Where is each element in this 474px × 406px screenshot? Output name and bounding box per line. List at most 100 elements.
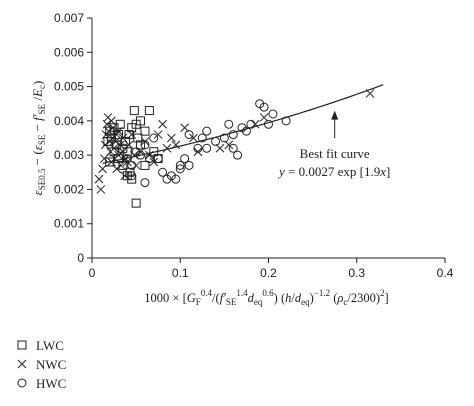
ticks: 0 0.001 0.002 0.003 0.004 0.005 0.006 0.007 0 0.1… bbox=[54, 11, 454, 280]
y-tick-label: 0.006 bbox=[54, 45, 84, 59]
hwc-point bbox=[140, 178, 150, 188]
fit-layer: Best fit curve y = 0.0027 exp [1.9x] bbox=[102, 84, 390, 179]
hwc-point bbox=[175, 160, 185, 170]
y-tick-label: 0.003 bbox=[54, 148, 84, 162]
y-tick-label: 0.004 bbox=[54, 114, 84, 128]
lwc-point bbox=[131, 198, 141, 208]
nwc-point bbox=[94, 174, 104, 184]
x-tick-label: 0.3 bbox=[348, 266, 365, 280]
annotation-arrow-head bbox=[331, 110, 339, 120]
hwc-point bbox=[224, 119, 234, 129]
nwc-point bbox=[224, 140, 234, 150]
legend-nwc-marker bbox=[17, 359, 27, 369]
nwc-point bbox=[114, 126, 123, 136]
hwc-point bbox=[268, 109, 278, 119]
x-tick-label: 0 bbox=[89, 266, 96, 280]
hwc-point bbox=[259, 102, 269, 112]
hwc-point bbox=[149, 133, 159, 143]
hwc-point bbox=[171, 174, 181, 184]
hwc-point bbox=[197, 133, 207, 143]
hwc-point bbox=[153, 154, 163, 164]
legend-lwc-marker bbox=[17, 340, 27, 350]
nwc-point bbox=[104, 126, 114, 136]
nwc-point bbox=[96, 185, 106, 194]
nwc-point bbox=[167, 133, 176, 143]
x-tick-label: 0.2 bbox=[260, 266, 277, 280]
data-points bbox=[94, 89, 375, 208]
nwc-point bbox=[114, 150, 123, 160]
nwc-point bbox=[162, 143, 172, 153]
legend-nwc-label: NWC bbox=[36, 357, 66, 372]
x-axis-title: 1000 × [GF0.4/(f′SE1.4deq0.6) (h/deq)−1.… bbox=[144, 288, 388, 307]
nwc-point bbox=[100, 140, 110, 150]
axis-titles: εSE0.5 − (εSE − f′SE /Ec) 1000 × [GF0.4/(… bbox=[30, 81, 389, 307]
hwc-point bbox=[180, 154, 190, 164]
hwc-point bbox=[175, 164, 185, 174]
y-tick-label: 0 bbox=[77, 251, 84, 265]
nwc-point bbox=[105, 137, 115, 146]
lwc-point bbox=[136, 140, 146, 150]
hwc-point bbox=[144, 154, 154, 164]
fit-equation: y = 0.0027 exp [1.9x] bbox=[277, 164, 390, 179]
best-fit-curve bbox=[102, 84, 384, 164]
lwc-point bbox=[124, 130, 134, 140]
hwc-point bbox=[228, 143, 238, 153]
lwc-point bbox=[140, 160, 150, 170]
hwc-point bbox=[184, 160, 194, 170]
nwc-point bbox=[107, 116, 116, 126]
nwc-point bbox=[158, 119, 167, 129]
y-tick-label: 0.002 bbox=[54, 182, 84, 196]
lwc-point bbox=[136, 116, 146, 126]
lwc-point bbox=[129, 106, 139, 116]
hwc-point bbox=[184, 130, 194, 140]
hwc-point bbox=[219, 133, 229, 143]
legend-lwc-label: LWC bbox=[36, 338, 64, 353]
hwc-point bbox=[202, 143, 212, 153]
x-tick-label: 0.4 bbox=[437, 266, 454, 280]
y-tick-label: 0.005 bbox=[54, 80, 84, 94]
y-tick-label: 0.007 bbox=[54, 11, 84, 25]
nwc-point bbox=[98, 164, 107, 174]
fit-label: Best fit curve bbox=[300, 146, 370, 161]
hwc-point bbox=[136, 150, 146, 160]
lwc-point bbox=[115, 119, 125, 129]
legend: LWC NWC HWC bbox=[17, 338, 66, 391]
nwc-point bbox=[109, 143, 119, 153]
hwc-point bbox=[140, 140, 150, 150]
y-axis-title: εSE0.5 − (εSE − f′SE /Ec) bbox=[30, 81, 47, 196]
nwc-point bbox=[127, 130, 137, 139]
nwc-point bbox=[215, 143, 225, 153]
nwc-point bbox=[189, 133, 198, 143]
nwc-point bbox=[259, 113, 269, 122]
hwc-point bbox=[193, 143, 203, 153]
hwc-point bbox=[202, 126, 212, 136]
hwc-point bbox=[127, 160, 137, 170]
hwc-point bbox=[158, 167, 168, 177]
hwc-point bbox=[241, 126, 251, 136]
lwc-point bbox=[140, 126, 150, 136]
hwc-point bbox=[233, 150, 243, 160]
nwc-point bbox=[112, 164, 122, 174]
axes bbox=[91, 18, 445, 259]
nwc-point bbox=[120, 171, 130, 181]
legend-hwc-marker bbox=[17, 378, 27, 388]
hwc-point bbox=[211, 136, 221, 146]
y-tick-label: 0.001 bbox=[54, 217, 84, 231]
x-tick-label: 0.1 bbox=[172, 266, 189, 280]
lwc-point bbox=[144, 106, 154, 116]
legend-hwc-label: HWC bbox=[36, 376, 66, 391]
nwc-point bbox=[118, 133, 128, 143]
nwc-point bbox=[115, 140, 125, 150]
hwc-point bbox=[228, 130, 238, 140]
nwc-point bbox=[153, 130, 163, 139]
nwc-point bbox=[149, 157, 159, 167]
nwc-point bbox=[140, 137, 150, 146]
nwc-point bbox=[193, 147, 203, 157]
nwc-point bbox=[108, 123, 118, 133]
hwc-point bbox=[127, 171, 137, 181]
nwc-point bbox=[101, 130, 111, 139]
lwc-point bbox=[105, 157, 115, 167]
nwc-point bbox=[116, 161, 126, 170]
